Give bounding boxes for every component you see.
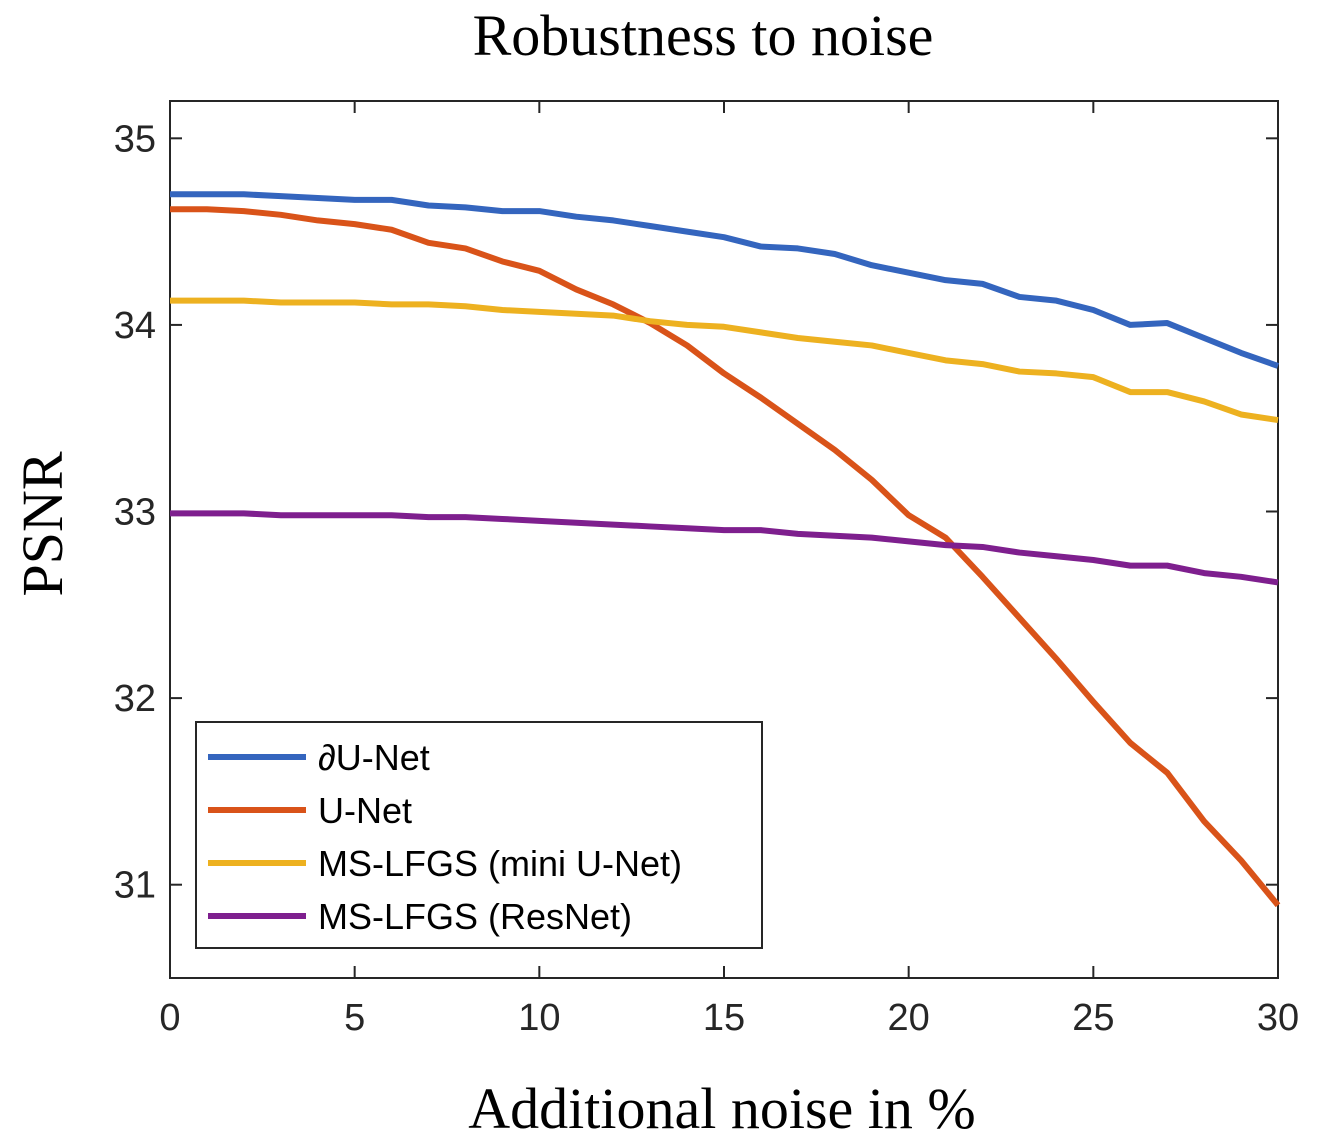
x-tick-label: 30 [1257, 997, 1299, 1039]
series-line-4 [170, 510, 1279, 586]
x-tick-label: 5 [344, 997, 365, 1039]
plot-area: 0 5 10 15 20 25 30 31 32 33 34 35 [114, 100, 1299, 1039]
x-tick-label: 0 [159, 997, 180, 1039]
legend-label: U-Net [318, 790, 412, 831]
y-tick-label: 35 [114, 118, 156, 160]
x-tick-label: 25 [1072, 997, 1114, 1039]
y-tick-label: 32 [114, 678, 156, 720]
x-tick-label: 15 [703, 997, 745, 1039]
x-tick-label: 10 [518, 997, 560, 1039]
x-axis-label: Additional noise in % [468, 1076, 975, 1137]
y-tick-label: 31 [114, 865, 156, 907]
y-axis-label: PSNR [10, 451, 75, 596]
series-line-2 [170, 206, 1281, 908]
y-tick-label: 33 [114, 492, 156, 534]
legend-label: ∂U-Net [318, 737, 430, 778]
series-line-1 [170, 191, 1280, 369]
y-tick-label: 34 [114, 305, 156, 347]
chart-title: Robustness to noise [473, 3, 934, 68]
legend: ∂U-Net U-Net MS-LFGS (mini U-Net) MS-LFGS (… [195, 721, 763, 949]
legend-label: MS-LFGS (mini U-Net) [318, 843, 682, 884]
series-line-3 [170, 297, 1279, 424]
x-tick-label: 20 [888, 997, 930, 1039]
legend-label: MS-LFGS (ResNet) [318, 896, 632, 937]
